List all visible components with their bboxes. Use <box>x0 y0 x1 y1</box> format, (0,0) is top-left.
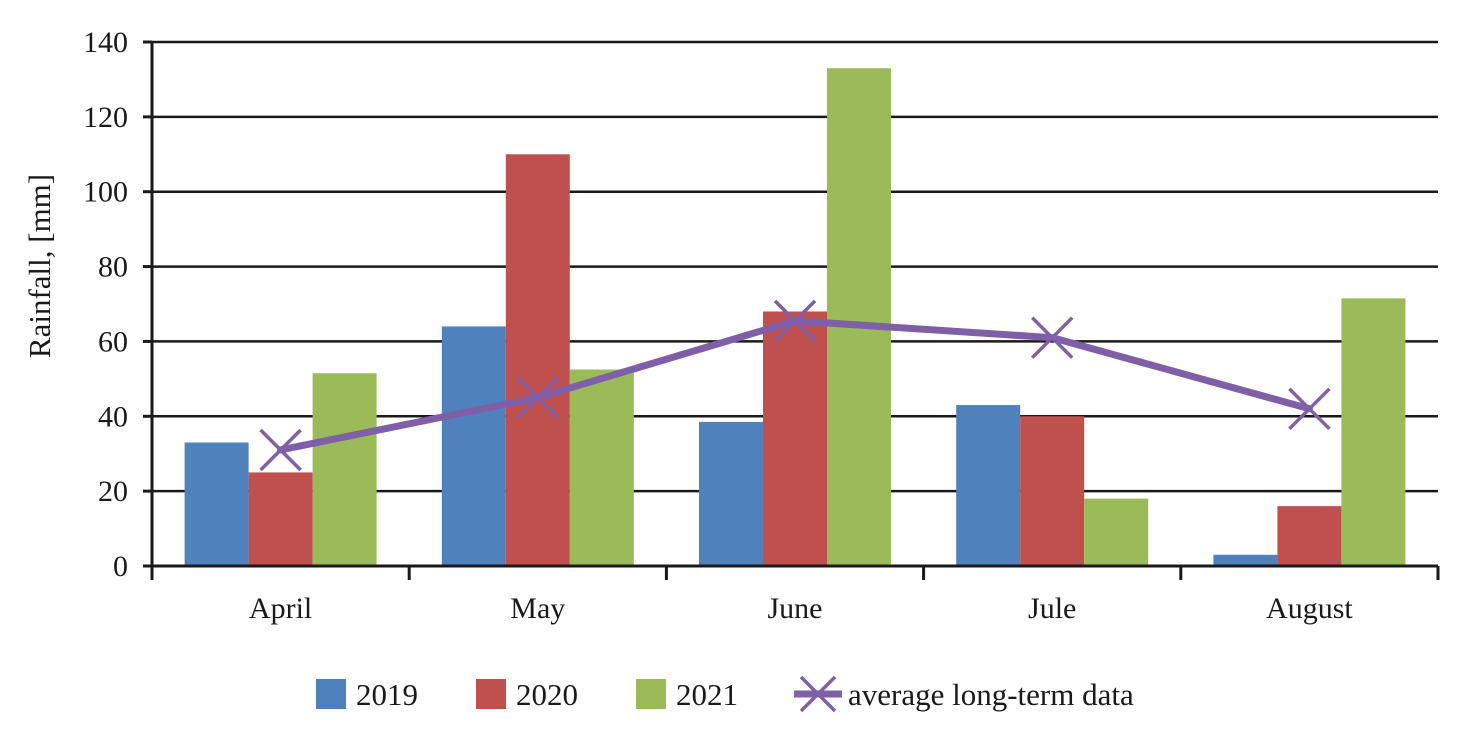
average-marker-may <box>516 376 560 419</box>
legend-item-2021: 2021 <box>636 677 738 712</box>
bar-2020-may <box>505 154 570 567</box>
bar-2021-jule <box>1084 498 1149 566</box>
y-tick-label: 40 <box>98 400 128 433</box>
bar-2019-jule <box>956 405 1021 566</box>
y-tick-label: 80 <box>98 251 128 284</box>
bar-2020-august <box>1277 506 1342 566</box>
bar-2021-june <box>827 68 891 566</box>
legend-label: 2021 <box>676 677 738 712</box>
bar-2019-may <box>441 326 506 566</box>
x-tick-label-april: April <box>249 592 312 625</box>
bar-2019-june <box>699 421 763 566</box>
bar-2021-may <box>569 369 634 566</box>
legend-swatch <box>636 679 666 709</box>
y-tick-label: 140 <box>83 26 128 59</box>
x-tick-label-august: August <box>1266 592 1353 625</box>
average-marker-august <box>1288 387 1331 431</box>
tick-labels: 0 20 40 60 80 100 120 140 April May June Jule August <box>83 26 1353 625</box>
average-marker-april <box>259 428 302 472</box>
x-tick-label-june: June <box>768 592 823 625</box>
average-line-series <box>259 299 1331 472</box>
x-tick-label-may: May <box>510 592 565 625</box>
bar-2020-jule <box>1020 416 1085 566</box>
legend-label: average long-term data <box>848 677 1134 712</box>
y-tick-label: 20 <box>98 475 128 508</box>
legend-item-average-long-term-data: average long-term data <box>794 675 1134 713</box>
legend-label: 2019 <box>356 677 418 712</box>
legend-label: 2020 <box>516 677 578 712</box>
y-tick-label: 120 <box>83 101 128 134</box>
y-tick-label: 60 <box>98 325 128 358</box>
legend-item-2019: 2019 <box>316 677 418 712</box>
bar-2021-april <box>312 373 377 566</box>
average-marker-jule <box>1030 316 1074 359</box>
bars <box>184 68 1406 567</box>
legend: 2019 2020 2021 average long-term data <box>316 675 1134 713</box>
y-tick-label: 100 <box>83 176 128 209</box>
bar-2021-august <box>1341 298 1406 566</box>
bar-2019-april <box>184 442 249 566</box>
bar-2020-june <box>763 311 827 566</box>
axes <box>143 40 1440 580</box>
x-tick-label-jule: Jule <box>1028 592 1076 625</box>
average-marker-june <box>773 299 817 343</box>
bar-2019-august <box>1213 554 1278 566</box>
bar-2020-april <box>248 472 313 566</box>
y-axis-title: Rainfall, [mm] <box>22 174 57 358</box>
legend-swatch <box>476 679 506 709</box>
y-tick-label: 0 <box>113 550 128 583</box>
legend-item-2020: 2020 <box>476 677 578 712</box>
legend-swatch <box>316 679 346 709</box>
